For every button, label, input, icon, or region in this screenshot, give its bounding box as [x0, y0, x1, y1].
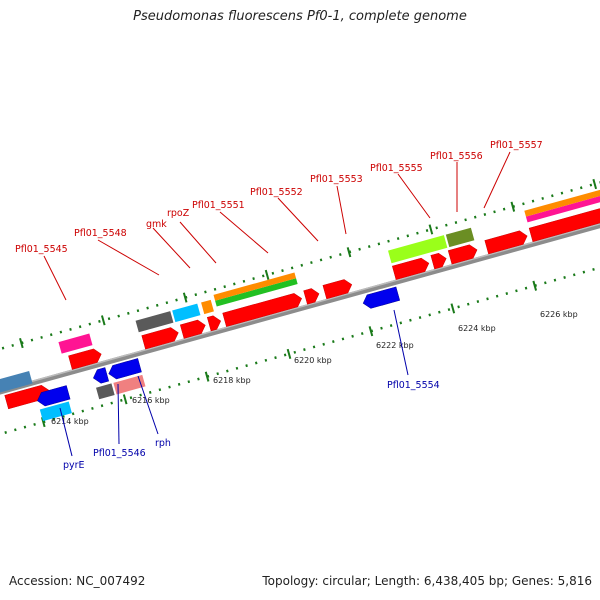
gene-arrow-pfl01-5545	[68, 348, 102, 370]
feature-steelblue	[0, 370, 33, 400]
feature-orange-5559	[524, 184, 600, 217]
leader-line	[137, 375, 159, 435]
gene-label-rpoZ: rpoZ	[167, 208, 190, 219]
gene-label-pfl01-5548: Pfl01_5548	[74, 228, 127, 239]
gene-arrow-pfl01-5548	[141, 327, 179, 350]
leader-line	[336, 185, 347, 235]
feature-orange-5551	[213, 272, 297, 301]
gene-label-pfl01-5545: Pfl01_5545	[15, 244, 68, 255]
accession-label: Accession: NC_007492	[9, 574, 146, 588]
tick-label: 6216 kbp	[132, 396, 170, 405]
gene-label-pfl01-5556: Pfl01_5556	[430, 151, 483, 162]
leader-line	[483, 151, 511, 209]
kbp-tick-labels: 6214 kbp 6216 kbp 6218 kbp 6220 kbp 6222…	[51, 310, 578, 426]
gene-arrow-pyrE	[37, 385, 71, 407]
feature-gray-5548	[135, 311, 174, 333]
gene-label-pfl01-5553: Pfl01_5553	[310, 174, 363, 185]
outer-ruler-dots	[0, 176, 600, 361]
feature-orange-rpoZ	[201, 299, 214, 315]
gene-label-pfl01-5555: Pfl01_5555	[370, 163, 423, 174]
reverse-cds-row[interactable]	[34, 286, 406, 422]
gene-arrow-pfl01-5555	[391, 257, 430, 280]
gene-arrow-pfl01-5554	[362, 286, 401, 309]
forward-gene-labels[interactable]	[43, 151, 511, 301]
gene-arrow-gmk	[179, 319, 206, 339]
leader-line	[179, 221, 217, 264]
gene-arrow-pfl01-5553	[322, 279, 353, 300]
forward-feature-row[interactable]	[0, 182, 600, 400]
leader-line	[152, 227, 191, 269]
leader-line	[277, 197, 319, 242]
tick-label: 6224 kbp	[458, 324, 496, 333]
gene-label-rph: rph	[155, 438, 171, 449]
leader-line	[397, 173, 431, 219]
gene-arrow-rpoZ	[206, 315, 222, 332]
leader-line	[43, 255, 67, 301]
tick-label: 6218 kbp	[213, 376, 251, 385]
inner-ruler-dots	[0, 255, 600, 440]
leader-line	[219, 211, 269, 254]
gene-arrow-pfl01-5559	[528, 201, 600, 242]
forward-cds-row[interactable]	[0, 201, 600, 410]
gene-arrow-pfl01-5552	[303, 288, 320, 305]
feature-magenta-5545	[58, 333, 93, 354]
feature-lime-5555	[388, 235, 448, 264]
feature-cyan-gmk	[172, 303, 201, 323]
gene-arrow-rph	[108, 358, 142, 380]
gene-label-pfl01-5552: Pfl01_5552	[250, 187, 303, 198]
leader-line	[393, 309, 409, 376]
reverse-gene-leaders[interactable]	[59, 309, 409, 457]
feature-olive-5556	[445, 227, 475, 248]
tick-label: 6226 kbp	[540, 310, 578, 319]
feature-gray-5546	[96, 383, 115, 400]
leader-line	[117, 383, 120, 445]
map-title: Pseudomonas fluorescens Pf0-1, complete …	[133, 9, 467, 24]
gene-arrow-pfl01-5557	[447, 244, 478, 265]
gene-label-pfl01-5551: Pfl01_5551	[192, 200, 245, 211]
reverse-gene-name-text[interactable]: pyrE Pfl01_5546 rph Pfl01_5554	[63, 380, 440, 471]
gene-label-pyrE: pyrE	[63, 460, 85, 471]
gene-label-pfl01-5557: Pfl01_5557	[490, 140, 543, 151]
gene-arrow-pfl01-5551	[222, 293, 302, 327]
outer-major-ticks	[19, 178, 598, 349]
leader-line	[97, 239, 160, 276]
tick-label: 6214 kbp	[51, 417, 89, 426]
feature-pink-rph	[113, 374, 146, 395]
tick-label: 6222 kbp	[376, 341, 414, 350]
forward-gene-name-text[interactable]: Pfl01_5545 Pfl01_5548 gmk rpoZ Pfl01_555…	[15, 140, 543, 255]
feature-cyan-pyrE	[39, 401, 72, 422]
feature-green-5551	[215, 278, 298, 307]
gene-label-pfl01-5554: Pfl01_5554	[387, 380, 440, 391]
feature-magenta-5559	[525, 189, 600, 223]
gene-arrow-pfl01-5558	[484, 230, 528, 255]
backbone-highlight	[0, 209, 600, 404]
tick-label: 6220 kbp	[294, 356, 332, 365]
gene-label-pfl01-5546: Pfl01_5546	[93, 448, 146, 459]
gene-label-gmk: gmk	[146, 219, 167, 230]
leader-line	[59, 407, 73, 457]
gene-arrow-pfl01-5546	[93, 367, 110, 384]
genome-summary: Topology: circular; Length: 6,438,405 bp…	[262, 574, 592, 588]
gene-arrow-pfl01-5556	[430, 253, 447, 270]
inner-major-ticks	[40, 280, 538, 428]
